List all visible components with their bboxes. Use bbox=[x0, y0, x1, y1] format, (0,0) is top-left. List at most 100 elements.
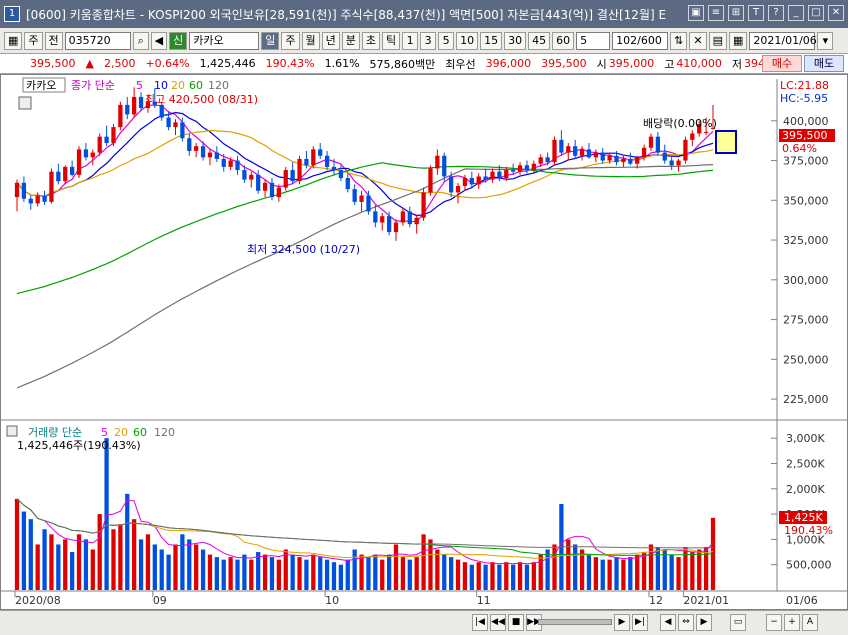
volume-bar bbox=[476, 562, 481, 590]
volume-bar bbox=[504, 562, 509, 590]
y-tick-label: 350,000 bbox=[783, 194, 829, 207]
code-input[interactable]: 035720 bbox=[64, 31, 131, 50]
volume-bar bbox=[531, 562, 536, 590]
first-icon[interactable]: |◀ bbox=[472, 614, 488, 631]
zoom-icon[interactable]: ⇔ bbox=[678, 614, 694, 631]
volume-bar bbox=[200, 549, 206, 590]
period-month[interactable]: 월 bbox=[301, 31, 320, 50]
list-icon[interactable]: ≡ bbox=[708, 5, 724, 21]
candle-body bbox=[290, 170, 295, 182]
interval-10[interactable]: 10 bbox=[456, 31, 479, 50]
candle-body bbox=[442, 155, 447, 177]
save-icon[interactable]: ▤ bbox=[708, 31, 727, 50]
volume-bar bbox=[442, 554, 447, 590]
minimize-icon[interactable]: _ bbox=[788, 5, 804, 21]
vol-tick-label: 3,000K bbox=[786, 432, 825, 445]
volume-bar bbox=[483, 564, 488, 590]
end-icon[interactable]: ▶| bbox=[632, 614, 648, 631]
candle-body bbox=[207, 152, 213, 158]
crosshair-icon[interactable]: ✕ bbox=[689, 31, 707, 50]
volume-settings-icon[interactable] bbox=[6, 425, 18, 437]
volume-bar bbox=[152, 544, 157, 590]
scroll-track[interactable] bbox=[538, 619, 612, 625]
stock-name-field[interactable]: 카카오 bbox=[189, 31, 260, 50]
interval-45[interactable]: 45 bbox=[528, 31, 551, 50]
rewind-icon[interactable]: ◀◀ bbox=[490, 614, 506, 631]
scrollbar[interactable]: |◀ ◀◀ ■ ▶▶ ▶ ▶| ◀ ⇔ ▶ ▭ − + A bbox=[0, 610, 848, 635]
volume-bar bbox=[697, 549, 702, 590]
collapse-icon[interactable]: ▭ bbox=[730, 614, 746, 631]
sound-icon[interactable]: ◀ bbox=[150, 31, 168, 50]
help-icon[interactable]: ? bbox=[768, 5, 784, 21]
candlestick-chart[interactable]: 400,000 375,000 350,000 325,000 300,000 275,0… bbox=[1, 75, 847, 609]
x-tick-label: 09 bbox=[153, 594, 167, 607]
candle-body bbox=[14, 182, 20, 198]
calendar-icon[interactable]: ▾ bbox=[817, 31, 834, 50]
date-field[interactable]: 2021/01/06 bbox=[749, 31, 817, 50]
candle-body bbox=[304, 158, 309, 166]
period-tick[interactable]: 틱 bbox=[382, 31, 401, 50]
volume-bar bbox=[655, 546, 661, 590]
close-icon[interactable]: ✕ bbox=[828, 5, 844, 21]
last-price-pct: 0.64% bbox=[782, 142, 817, 155]
chart-area[interactable]: 400,000 375,000 350,000 325,000 300,000 275,0… bbox=[0, 74, 848, 610]
text-icon[interactable]: T bbox=[748, 5, 764, 21]
period-type-select[interactable]: 주 bbox=[24, 31, 43, 50]
period-week[interactable]: 주 bbox=[281, 31, 300, 50]
search-icon[interactable]: ⌕ bbox=[132, 31, 149, 50]
volume-bar bbox=[352, 549, 357, 590]
stop-icon[interactable]: ■ bbox=[508, 614, 524, 631]
volume-bar bbox=[166, 554, 171, 590]
change: 2,500 bbox=[103, 57, 136, 70]
candle-body bbox=[662, 152, 667, 161]
period-day[interactable]: 일 bbox=[261, 31, 280, 50]
maximize-icon[interactable]: □ bbox=[808, 5, 824, 21]
restore-icon[interactable]: ▣ bbox=[688, 5, 704, 21]
interval-15[interactable]: 15 bbox=[480, 31, 503, 50]
auto-icon[interactable]: A bbox=[802, 614, 818, 631]
x-tick-label: 11 bbox=[477, 594, 491, 607]
volume-bar bbox=[145, 534, 151, 590]
volume-bar bbox=[125, 493, 130, 590]
candle-body bbox=[455, 185, 461, 193]
candle-body bbox=[97, 136, 102, 153]
volume-bar bbox=[338, 564, 344, 590]
interval-30[interactable]: 30 bbox=[504, 31, 527, 50]
period-minute[interactable]: 분 bbox=[341, 31, 360, 50]
volume-bar bbox=[414, 557, 419, 590]
grid-toggle-icon[interactable]: ▦ bbox=[728, 31, 748, 50]
sell-button[interactable]: 매도 bbox=[804, 55, 844, 72]
interval-3[interactable]: 3 bbox=[420, 31, 437, 50]
interval-5[interactable]: 5 bbox=[438, 31, 455, 50]
highlight-box[interactable] bbox=[715, 130, 737, 154]
candle-body bbox=[497, 171, 502, 179]
candle-body bbox=[256, 174, 261, 191]
y-tick-label: 300,000 bbox=[783, 274, 829, 287]
grid-icon[interactable]: ▦ bbox=[4, 31, 23, 50]
candle-body bbox=[132, 96, 137, 115]
panel-settings-icon[interactable] bbox=[18, 96, 32, 110]
interval-select[interactable]: 5 bbox=[576, 31, 611, 50]
zoom-out-icon[interactable]: ◀ bbox=[660, 614, 676, 631]
volume-bar bbox=[28, 519, 33, 590]
count-field[interactable]: 102/600 bbox=[612, 31, 669, 50]
volume-bar bbox=[573, 544, 578, 590]
period-year[interactable]: 년 bbox=[321, 31, 340, 50]
link-icon[interactable]: ⊞ bbox=[728, 5, 744, 21]
sort-icon[interactable]: ⇅ bbox=[670, 31, 688, 50]
high-note: 최고 420,500 (08/31) bbox=[145, 93, 258, 106]
period-second[interactable]: 초 bbox=[361, 31, 380, 50]
prev-button[interactable]: 전 bbox=[44, 31, 63, 50]
interval-1[interactable]: 1 bbox=[402, 31, 419, 50]
plus-icon[interactable]: + bbox=[784, 614, 800, 631]
ma10-label: 10 bbox=[154, 79, 168, 92]
change-pct: +0.64% bbox=[145, 57, 190, 70]
interval-60[interactable]: 60 bbox=[552, 31, 575, 50]
buy-button[interactable]: 매수 bbox=[762, 55, 802, 72]
minus-icon[interactable]: − bbox=[766, 614, 782, 631]
next-icon[interactable]: ▶ bbox=[614, 614, 630, 631]
zoom-in-icon[interactable]: ▶ bbox=[696, 614, 712, 631]
volume-bar bbox=[552, 544, 557, 590]
candle-body bbox=[28, 198, 33, 204]
volume-bar bbox=[21, 511, 27, 590]
